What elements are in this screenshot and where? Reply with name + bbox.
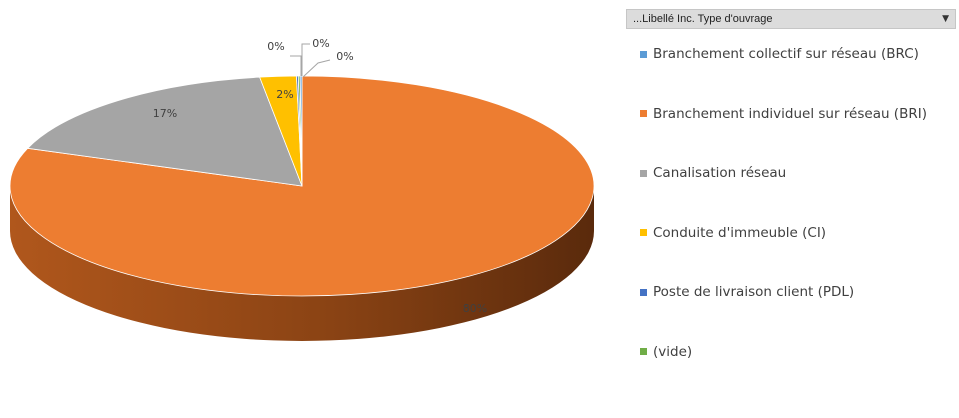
- leader-line-brc: [302, 59, 331, 78]
- slice-canalisation[interactable]: [26, 76, 303, 187]
- data-label-bri: 80%: [463, 302, 487, 315]
- legend-item-ci[interactable]: Conduite d'immeuble (CI): [640, 223, 927, 243]
- legend-swatch: [640, 288, 647, 296]
- legend-item-vide[interactable]: (vide): [640, 342, 927, 362]
- field-filter-label: ...Libellé Inc. Type d'ouvrage: [633, 13, 773, 25]
- dropdown-arrow-icon[interactable]: ▼: [942, 14, 949, 24]
- legend-item-brc[interactable]: Branchement collectif sur réseau (BRC): [640, 44, 927, 64]
- legend-swatch: [640, 110, 647, 118]
- legend-item-bri[interactable]: Branchement individuel sur réseau (BRI): [640, 104, 927, 124]
- slice-bri[interactable]: [9, 75, 595, 297]
- data-label-pdl: 0%: [267, 40, 284, 53]
- pie-chart: 0% 80% 17% 2% 0% 0%: [9, 37, 595, 341]
- legend-label: Conduite d'immeuble (CI): [653, 224, 827, 241]
- legend-label: Branchement collectif sur réseau (BRC): [653, 46, 919, 62]
- legend-swatch: [640, 169, 647, 177]
- leader-line-pdl: [290, 55, 302, 76]
- legend-label: Canalisation réseau: [653, 165, 787, 182]
- legend-item-pdl[interactable]: Poste de livraison client (PDL): [640, 282, 927, 302]
- data-label-canalisation: 17%: [153, 107, 177, 120]
- data-label-vide: 0%: [312, 37, 329, 50]
- legend-swatch: [640, 229, 647, 237]
- data-label-ci: 2%: [276, 88, 293, 101]
- legend-label: (vide): [653, 343, 693, 360]
- data-label-brc: 0%: [336, 50, 353, 63]
- chart-legend: Branchement collectif sur réseau (BRC) B…: [640, 44, 927, 402]
- legend-item-canalisation[interactable]: Canalisation réseau: [640, 163, 927, 183]
- pie-side-wall: [10, 186, 594, 341]
- field-filter-button[interactable]: ...Libellé Inc. Type d'ouvrage ▼: [626, 9, 956, 29]
- leader-line-vide: [301, 43, 310, 76]
- legend-label: Branchement individuel sur réseau (BRI): [653, 105, 927, 122]
- legend-swatch: [640, 348, 647, 356]
- legend-swatch: [640, 50, 647, 58]
- legend-label: Poste de livraison client (PDL): [653, 284, 855, 301]
